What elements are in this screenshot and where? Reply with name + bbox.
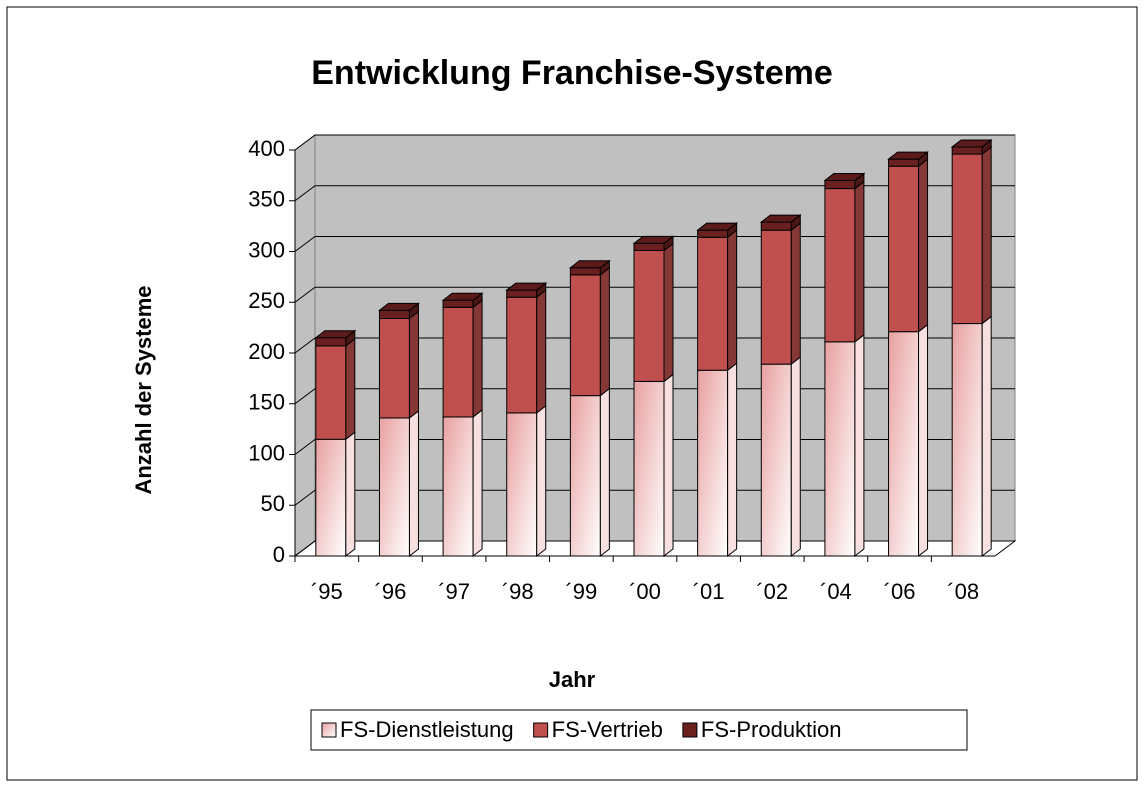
- x-tick-label: ´00: [629, 579, 661, 604]
- bar-segment: [315, 438, 347, 557]
- bar-segment: [951, 146, 983, 155]
- x-tick-label: ´02: [756, 579, 788, 604]
- y-tick-label: 400: [248, 136, 285, 161]
- x-tick-label: ´06: [884, 579, 916, 604]
- y-axis-title: Anzahl der Systeme: [131, 285, 156, 494]
- y-tick-label: 0: [273, 542, 285, 567]
- bar-side: [854, 333, 865, 558]
- bar-segment: [506, 296, 538, 414]
- bar-segment: [824, 341, 856, 557]
- bar-segment: [697, 236, 729, 371]
- y-tick-label: 150: [248, 390, 285, 415]
- bar-segment: [315, 345, 347, 440]
- bar-segment: [442, 416, 474, 557]
- y-tick-label: 350: [248, 187, 285, 212]
- bar-segment: [824, 179, 856, 190]
- x-tick-label: ´96: [375, 579, 407, 604]
- bar-top: [759, 214, 802, 223]
- x-tick-label: ´99: [565, 579, 597, 604]
- bar-segment: [378, 309, 410, 319]
- bar-top: [823, 172, 866, 181]
- bar-side: [599, 266, 610, 397]
- bar-top: [696, 222, 739, 231]
- x-tick-label: ´97: [438, 579, 470, 604]
- bar-side: [981, 146, 992, 325]
- bar-side: [472, 299, 483, 418]
- bar-side: [536, 289, 547, 414]
- legend-label: FS-Dienstleistung: [340, 717, 514, 742]
- bar-top: [950, 139, 993, 148]
- bar-segment: [951, 323, 983, 557]
- chart-title: Entwicklung Franchise-Systeme: [311, 54, 833, 92]
- legend-swatch: [321, 722, 337, 738]
- bar-segment: [569, 274, 601, 397]
- bar-side: [345, 337, 356, 441]
- bar-segment: [315, 337, 347, 347]
- legend-label: FS-Vertrieb: [552, 717, 663, 742]
- bar-segment: [569, 395, 601, 557]
- bar-segment: [697, 369, 729, 557]
- bar-segment: [442, 299, 474, 308]
- bar-segment: [378, 317, 410, 419]
- bar-side: [408, 310, 419, 419]
- grid-line: [294, 185, 1015, 202]
- bar-side: [599, 387, 610, 558]
- bar-side: [663, 373, 674, 558]
- bar-segment: [888, 331, 920, 557]
- bar-top: [887, 151, 930, 160]
- bar-side: [727, 229, 738, 372]
- bar-segment: [378, 417, 410, 557]
- bar-segment: [888, 158, 920, 167]
- bar-segment: [760, 229, 792, 365]
- bar-side: [408, 409, 419, 558]
- bar-segment: [442, 306, 474, 418]
- bar-top: [441, 292, 484, 301]
- x-axis-title: Jahr: [549, 667, 596, 692]
- bar-segment: [760, 363, 792, 557]
- bar-segment: [633, 242, 665, 251]
- legend-label: FS-Produktion: [701, 717, 842, 742]
- bar-side: [790, 356, 801, 558]
- legend-swatch: [682, 722, 698, 738]
- bar-segment: [506, 289, 538, 298]
- legend-swatch: [533, 722, 549, 738]
- y-tick-label: 200: [248, 339, 285, 364]
- bar-top: [505, 282, 548, 291]
- bar-segment: [633, 380, 665, 557]
- bar-top: [377, 302, 420, 311]
- y-tick-label: 100: [248, 440, 285, 465]
- bar-side: [790, 222, 801, 366]
- bar-segment: [506, 412, 538, 557]
- bar-segment: [824, 188, 856, 343]
- legend-box: [310, 709, 968, 751]
- y-tick-label: 300: [248, 237, 285, 262]
- y-tick-label: 50: [261, 491, 285, 516]
- bar-side: [854, 180, 865, 343]
- bar-top: [314, 330, 357, 339]
- bar-side: [727, 362, 738, 558]
- x-tick-label: ´01: [693, 579, 725, 604]
- bar-segment: [697, 229, 729, 238]
- bar-top: [632, 235, 675, 244]
- y-tick-label: 250: [248, 288, 285, 313]
- bar-side: [918, 158, 929, 333]
- bar-side: [345, 431, 356, 558]
- bar-side: [663, 242, 674, 383]
- bar-side: [918, 323, 929, 558]
- bar-side: [981, 315, 992, 558]
- x-tick-label: ´98: [502, 579, 534, 604]
- grid-line: [294, 134, 1015, 151]
- bar-side: [536, 404, 547, 558]
- bar-segment: [569, 267, 601, 276]
- bar-segment: [951, 153, 983, 325]
- bar-segment: [760, 221, 792, 231]
- bar-side: [472, 408, 483, 558]
- x-tick-label: ´04: [820, 579, 852, 604]
- bar-segment: [633, 249, 665, 382]
- x-tick-label: ´95: [311, 579, 343, 604]
- bar-segment: [888, 165, 920, 333]
- x-tick-label: ´08: [947, 579, 979, 604]
- bar-top: [568, 260, 611, 269]
